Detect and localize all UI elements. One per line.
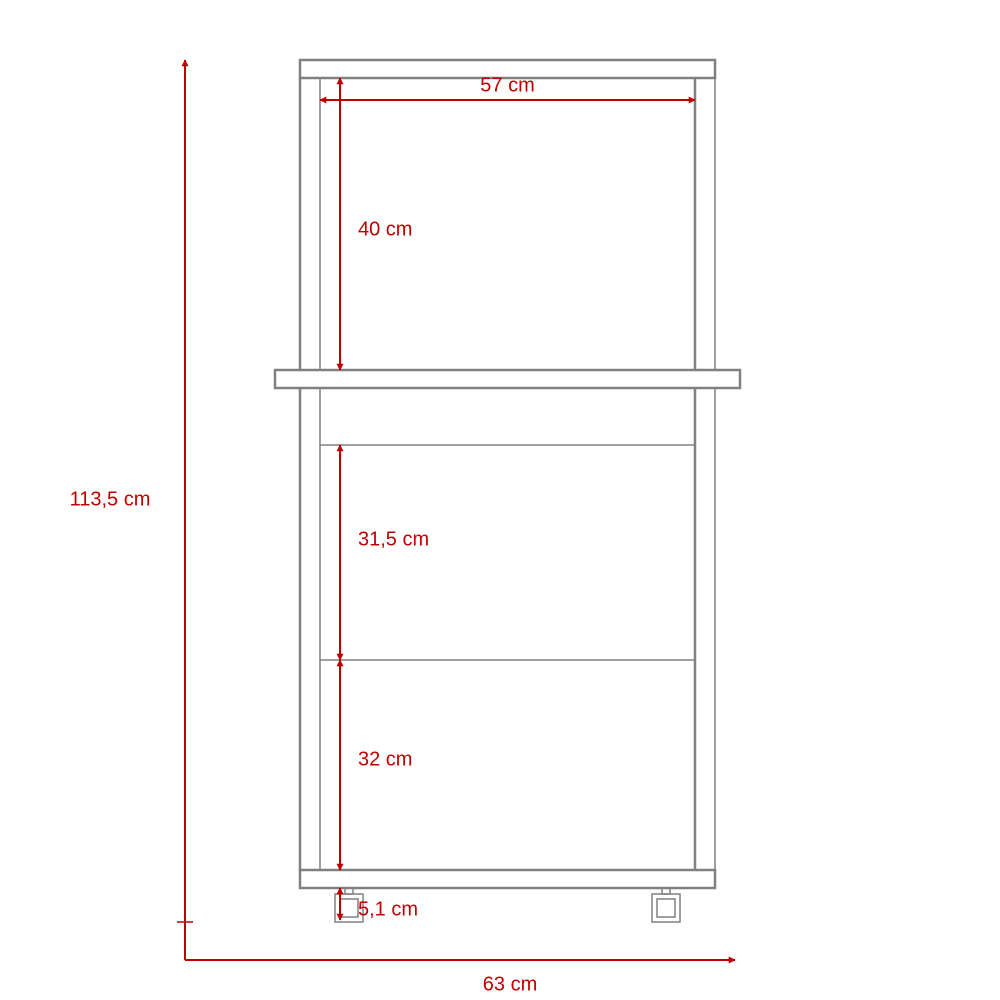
label-gap-31-5: 31,5 cm: [358, 528, 429, 550]
label-inner-width: 57 cm: [480, 74, 534, 96]
label-gap-40: 40 cm: [358, 218, 412, 240]
outline-rect: [652, 894, 680, 922]
label-total-width: 63 cm: [483, 973, 537, 995]
outline-rect: [657, 899, 675, 917]
outline-rect: [300, 870, 715, 888]
label-total-height: 113,5 cm: [70, 488, 151, 510]
label-gap-32: 32 cm: [358, 748, 412, 770]
outline-rect: [275, 370, 740, 388]
furniture-dimension-diagram: 113,5 cm 63 cm 57 cm 40 cm 31,5 cm 32 cm 5,1 c…: [0, 0, 1000, 1000]
outline-rect: [340, 899, 358, 917]
label-gap-5-1: 5,1 cm: [358, 898, 418, 920]
